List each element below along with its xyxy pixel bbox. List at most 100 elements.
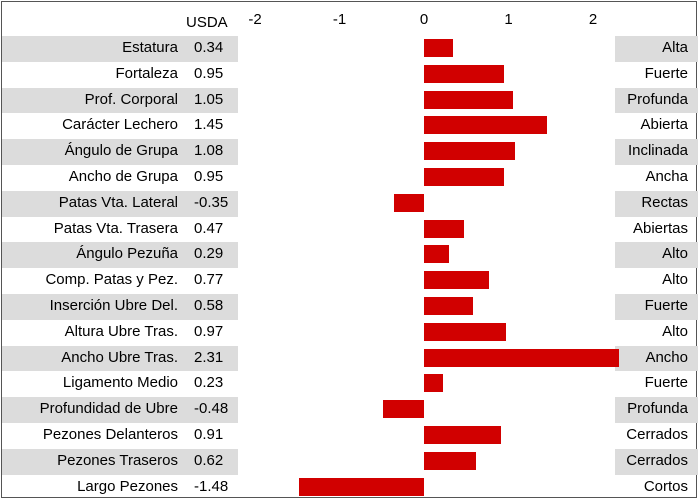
table-row: Ángulo de Grupa 1.08 Inclinada: [2, 139, 698, 165]
usda-value: 0.97: [194, 322, 224, 340]
x-tick-label: 0: [419, 11, 429, 28]
descriptor-label: Profunda: [627, 400, 688, 418]
descriptor-label: Fuerte: [644, 64, 688, 82]
descriptor-label: Ancho: [645, 348, 688, 366]
row-band-right: [615, 294, 698, 320]
usda-value: -0.35: [194, 193, 229, 211]
value-bar: [424, 116, 547, 135]
descriptor-label: Cerrados: [626, 426, 688, 443]
table-row: Ancho Ubre Tras. 2.31 Ancho: [2, 345, 698, 372]
usda-value: 0.23: [194, 374, 224, 392]
trait-label: Pezones Traseros: [57, 451, 178, 469]
table-row: Ángulo Pezuña 0.29 Alto: [2, 242, 698, 269]
trait-label: Patas Vta. Trasera: [53, 219, 178, 237]
usda-value: -1.48: [194, 477, 229, 495]
trait-label: Estatura: [122, 39, 178, 56]
table-row: Profundidad de Ubre -0.48 Profunda: [2, 397, 698, 423]
x-tick-label: 1: [504, 11, 513, 28]
usda-value: -0.48: [194, 400, 229, 418]
usda-value: 0.29: [194, 245, 224, 263]
value-bar: [383, 400, 424, 419]
trait-label: Ángulo Pezuña: [76, 245, 178, 263]
usda-value: 0.91: [194, 426, 224, 443]
trait-label: Carácter Lechero: [62, 116, 178, 134]
row-band-left: [2, 397, 238, 423]
trait-label: Ancho de Grupa: [68, 168, 178, 185]
trait-label: Profundidad de Ubre: [39, 400, 178, 418]
usda-value: 1.08: [194, 142, 224, 160]
descriptor-label: Alto: [662, 271, 688, 289]
descriptor-label: Inclinada: [627, 142, 688, 160]
x-tick-label: -1: [332, 11, 347, 28]
value-bar: [424, 168, 505, 186]
value-bar: [424, 451, 477, 470]
descriptor-label: Abiertas: [632, 219, 688, 237]
descriptor-label: Alto: [662, 322, 688, 340]
value-bar: [424, 297, 473, 315]
value-bar: [424, 271, 490, 290]
descriptor-label: Cerrados: [626, 451, 688, 469]
table-row: Pezones Traseros 0.62 Cerrados: [2, 448, 698, 475]
value-bar: [394, 193, 424, 212]
trait-label: Largo Pezones: [77, 477, 178, 495]
row-band-left: [2, 345, 238, 372]
descriptor-label: Alto: [662, 245, 688, 263]
table-row: Prof. Corporal 1.05 Profunda: [2, 87, 698, 114]
descriptor-label: Abierta: [640, 116, 688, 134]
usda-value: 0.62: [194, 451, 224, 469]
trait-label: Pezones Delanteros: [42, 426, 178, 443]
table-row: Patas Vta. Trasera 0.47 Abiertas: [2, 217, 696, 243]
descriptor-label: Ancha: [645, 168, 688, 185]
usda-value: 0.95: [194, 168, 224, 185]
row-band-left: [2, 36, 238, 62]
trait-label: Ángulo de Grupa: [64, 142, 178, 160]
row-band-right: [615, 345, 698, 372]
descriptor-label: Fuerte: [644, 297, 688, 314]
table-row: Carácter Lechero 1.45 Abierta: [2, 113, 696, 139]
row-band-left: [2, 242, 238, 269]
value-bar: [424, 219, 464, 238]
descriptor-label: Fuerte: [644, 374, 688, 392]
table-row: Ancho de Grupa 0.95 Ancha: [2, 165, 696, 191]
usda-value: 0.47: [194, 219, 224, 237]
usda-value: 0.77: [194, 271, 224, 289]
trait-label: Ligamento Medio: [62, 374, 178, 392]
usda-value: 0.95: [194, 64, 224, 82]
table-row: Comp. Patas y Pez. 0.77 Alto: [2, 268, 696, 294]
descriptor-label: Rectas: [641, 193, 688, 211]
row-band-left: [2, 190, 238, 217]
trait-label: Patas Vta. Lateral: [58, 193, 178, 211]
row-band-left: [2, 294, 238, 320]
chart-header: USDA -2 -1 0 1 2: [2, 2, 696, 36]
usda-value: 1.45: [194, 116, 224, 134]
row-band-right: [615, 190, 698, 217]
row-band-left: [2, 87, 238, 114]
row-band-right: [615, 242, 698, 269]
value-bar: [298, 477, 424, 496]
table-row: Largo Pezones -1.48 Cortos: [2, 475, 696, 501]
row-band-right: [615, 448, 698, 475]
descriptor-label: Alta: [662, 39, 688, 56]
value-bar: [424, 348, 620, 367]
row-band-left: [2, 139, 238, 165]
table-row: Patas Vta. Lateral -0.35 Rectas: [2, 190, 698, 217]
usda-value: 0.34: [194, 39, 224, 56]
trait-label: Fortaleza: [115, 64, 178, 82]
value-bar: [424, 90, 513, 109]
trait-label: Ancho Ubre Tras.: [61, 348, 178, 366]
row-band-right: [615, 139, 698, 165]
row-band-right: [615, 36, 698, 62]
value-bar: [424, 426, 501, 444]
value-bar: [424, 374, 444, 393]
trait-label: Altura Ubre Tras.: [64, 322, 178, 340]
row-band-right: [615, 397, 698, 423]
table-row: Estatura 0.34 Alta: [2, 36, 698, 62]
row-band-right: [615, 87, 698, 114]
table-row: Pezones Delanteros 0.91 Cerrados: [2, 423, 696, 449]
value-bar: [424, 142, 516, 161]
value-bar: [424, 245, 449, 264]
x-tick-label: -2: [248, 11, 262, 28]
trait-label: Prof. Corporal: [84, 90, 178, 108]
descriptor-label: Profunda: [627, 90, 688, 108]
